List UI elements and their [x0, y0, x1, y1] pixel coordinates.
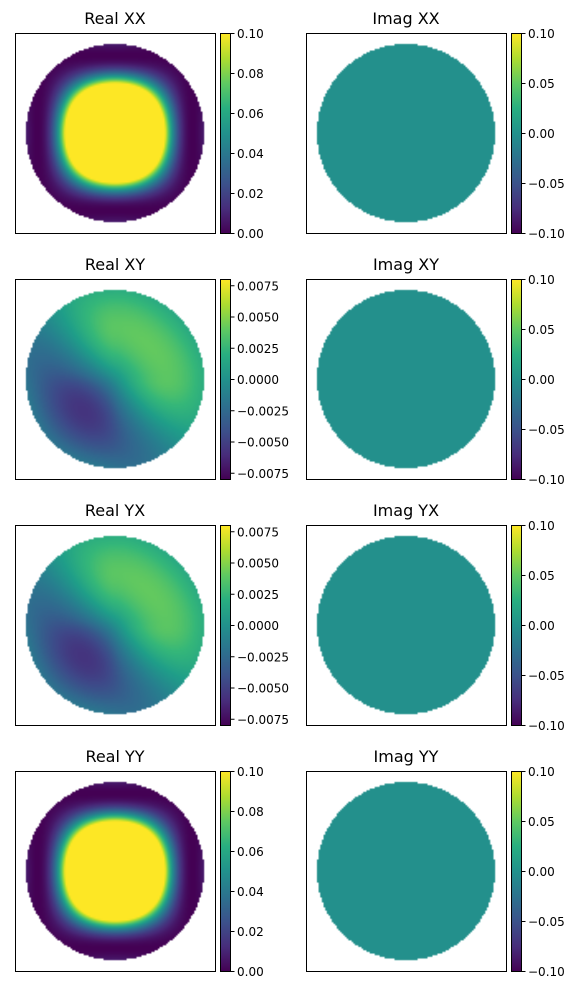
colorbar-tick-label: 0.00	[528, 865, 555, 879]
colorbar-tick-label: 0.08	[237, 805, 264, 819]
heatmap-image	[16, 526, 214, 724]
panel-imag-yx: Imag YX −0.10 −0.05 0.00 0.05 0.10	[306, 501, 565, 733]
colorbar-tick-label: −0.05	[528, 177, 565, 191]
colorbar-tick-label: 0.00	[528, 619, 555, 633]
colorbar-tick-label: −0.0075	[237, 713, 289, 727]
panel-imag-yy: Imag YY −0.10 −0.05 0.00 0.05 0.10	[306, 747, 565, 979]
colorbar-tick-label: 0.02	[237, 187, 264, 201]
heatmap-image	[307, 280, 505, 478]
colorbar-tick-label: 0.10	[237, 765, 264, 779]
axes-frame	[306, 33, 507, 234]
colorbar-tick-label: 0.0000	[237, 619, 279, 633]
colorbar-tick-label: 0.0000	[237, 373, 279, 387]
colorbar-tick-label: 0.05	[528, 569, 555, 583]
panel-imag-xx: Imag XX −0.10 −0.05 0.00 0.05 0.10	[306, 9, 565, 241]
colorbar-tick-label: 0.00	[237, 965, 264, 979]
colorbar-tick-label: −0.10	[528, 227, 565, 241]
colorbar-tick-label: 0.0075	[237, 279, 279, 293]
heatmap-image	[307, 34, 505, 232]
panel-real-xy: Real XY −0.0075 −0.0050 −0.0025 0.0000 0.0025…	[15, 255, 289, 481]
colorbar-tick-label: 0.10	[528, 27, 555, 41]
colorbar-tick-label: 0.10	[237, 27, 264, 41]
heatmap-image	[307, 526, 505, 724]
panel-title: Real YX	[85, 501, 145, 520]
colorbar-tick-label: −0.05	[528, 915, 565, 929]
colorbar-tick-label: −0.0050	[237, 682, 289, 696]
colorbar-tick-label: −0.05	[528, 423, 565, 437]
colorbar	[511, 279, 522, 480]
panel-real-xx: Real XX 0.00 0.02 0.04 0.06 0.08 0.10	[15, 9, 264, 241]
heatmap-image	[307, 772, 505, 970]
colorbar-tick-label: 0.00	[528, 127, 555, 141]
colorbar-tick-label: 0.10	[528, 273, 555, 287]
colorbar-tick-label: −0.0050	[237, 436, 289, 450]
colorbar-tick-label: 0.06	[237, 107, 264, 121]
colorbar-tick-label: 0.10	[528, 519, 555, 533]
panel-title: Real XX	[84, 9, 146, 28]
colorbar-tick-label: −0.0025	[237, 404, 289, 418]
colorbar-tick-label: 0.04	[237, 885, 264, 899]
colorbar-tick-label: 0.0050	[237, 311, 279, 325]
colorbar-tick-label: −0.10	[528, 719, 565, 733]
colorbar-tick-label: 0.05	[528, 77, 555, 91]
axes-frame	[15, 525, 216, 726]
panel-title: Real XY	[85, 255, 146, 274]
colorbar-tick-label: 0.02	[237, 925, 264, 939]
colorbar-tick-label: 0.0075	[237, 525, 279, 539]
colorbar	[511, 771, 522, 972]
heatmap-image	[16, 772, 214, 970]
colorbar-tick-label: 0.05	[528, 323, 555, 337]
axes-frame	[15, 279, 216, 480]
panel-real-yy: Real YY 0.00 0.02 0.04 0.06 0.08 0.10	[15, 747, 264, 979]
colorbar-tick-label: −0.0075	[237, 467, 289, 481]
colorbar-tick-label: 0.04	[237, 147, 264, 161]
colorbar	[511, 33, 522, 234]
colorbar	[220, 33, 231, 234]
axes-frame	[15, 771, 216, 972]
axes-frame	[306, 525, 507, 726]
panel-title: Imag YX	[373, 501, 439, 520]
colorbar-tick-label: 0.06	[237, 845, 264, 859]
colorbar-tick-label: −0.10	[528, 473, 565, 487]
panel-title: Real YY	[85, 747, 144, 766]
colorbar	[220, 771, 231, 972]
colorbar-tick-label: 0.0050	[237, 557, 279, 571]
colorbar-tick-label: 0.05	[528, 815, 555, 829]
panel-title: Imag XY	[373, 255, 439, 274]
colorbar	[220, 525, 231, 726]
colorbar-tick-label: 0.00	[237, 227, 264, 241]
axes-frame	[306, 771, 507, 972]
colorbar-tick-label: 0.10	[528, 765, 555, 779]
colorbar-tick-label: 0.0025	[237, 588, 279, 602]
heatmap-image	[16, 280, 214, 478]
panel-title: Imag XX	[372, 9, 439, 28]
colorbar-tick-label: −0.10	[528, 965, 565, 979]
colorbar-tick-label: 0.08	[237, 67, 264, 81]
colorbar	[511, 525, 522, 726]
colorbar	[220, 279, 231, 480]
axes-frame	[15, 33, 216, 234]
colorbar-tick-label: −0.0025	[237, 650, 289, 664]
panel-imag-xy: Imag XY −0.10 −0.05 0.00 0.05 0.10	[306, 255, 565, 487]
heatmap-image	[16, 34, 214, 232]
colorbar-tick-label: 0.00	[528, 373, 555, 387]
panel-title: Imag YY	[374, 747, 439, 766]
panel-real-yx: Real YX −0.0075 −0.0050 −0.0025 0.0000 0.0025…	[15, 501, 289, 727]
colorbar-tick-label: −0.05	[528, 669, 565, 683]
colorbar-tick-label: 0.0025	[237, 342, 279, 356]
axes-frame	[306, 279, 507, 480]
